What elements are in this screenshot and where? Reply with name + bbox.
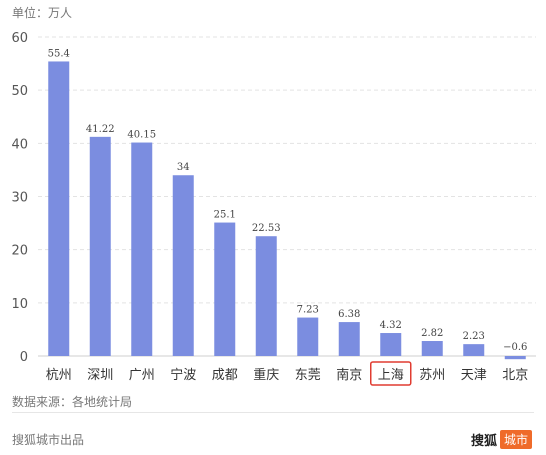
y-tick-label: 50 [11, 84, 28, 99]
data-label: 41.22 [86, 124, 115, 135]
bar [131, 142, 153, 356]
y-tick-label: 10 [11, 297, 28, 312]
bar [380, 333, 402, 356]
bar [255, 236, 277, 356]
x-tick-label: 北京 [502, 368, 528, 383]
x-tick-label: 广州 [129, 368, 155, 383]
data-label: 34 [177, 162, 190, 173]
data-label: 2.23 [463, 331, 485, 342]
data-label: 2.82 [421, 328, 443, 339]
bar [297, 317, 319, 356]
x-tick-label: 杭州 [46, 368, 72, 383]
y-tick-label: 40 [11, 137, 28, 152]
highlight-box [370, 361, 412, 386]
bar-chart: 0 10 20 30 40 50 60 55.4 杭州 41.22 深圳 40.15 广州 34 宁波 25.… [11, 31, 536, 386]
sohu-city-logo: 搜狐 城市 [471, 430, 532, 449]
x-tick-label: 宁波 [170, 367, 196, 383]
y-tick-label: 30 [11, 191, 28, 206]
y-tick-label: 0 [20, 350, 28, 365]
x-tick-label: 苏州 [419, 367, 445, 383]
data-label: −0.6 [503, 342, 527, 353]
x-tick-label: 深圳 [87, 368, 113, 383]
data-source-label: 数据来源：各地统计局 [12, 395, 133, 409]
data-label: 6.38 [338, 309, 360, 320]
data-label: 25.1 [214, 210, 236, 221]
data-label: 4.32 [380, 320, 402, 331]
bar [421, 341, 443, 356]
brand-badge: 城市 [499, 430, 532, 449]
bar [504, 356, 526, 360]
bar [172, 175, 194, 356]
bar [48, 61, 70, 356]
x-tick-label: 重庆 [253, 367, 279, 383]
y-tick-label: 20 [11, 244, 28, 259]
x-tick-label: 南京 [336, 367, 362, 383]
bar [463, 344, 485, 356]
footer-divider [12, 412, 534, 413]
x-tick-label: 成都 [212, 368, 238, 383]
brand-name: 搜狐 [470, 434, 497, 449]
data-label: 55.4 [48, 48, 70, 59]
data-label: 40.15 [127, 130, 156, 141]
bar [338, 322, 360, 356]
bar [89, 136, 111, 356]
y-tick-label: 60 [11, 31, 28, 46]
x-tick-label: 天津 [461, 368, 487, 383]
x-tick-label: 上海 [378, 368, 404, 383]
data-label: 7.23 [297, 305, 319, 316]
x-tick-label: 东莞 [295, 368, 321, 383]
bar [214, 222, 236, 356]
producer-label: 搜狐城市出品 [12, 433, 85, 447]
data-label: 22.53 [252, 223, 281, 234]
unit-label: 单位：万人 [12, 6, 73, 20]
